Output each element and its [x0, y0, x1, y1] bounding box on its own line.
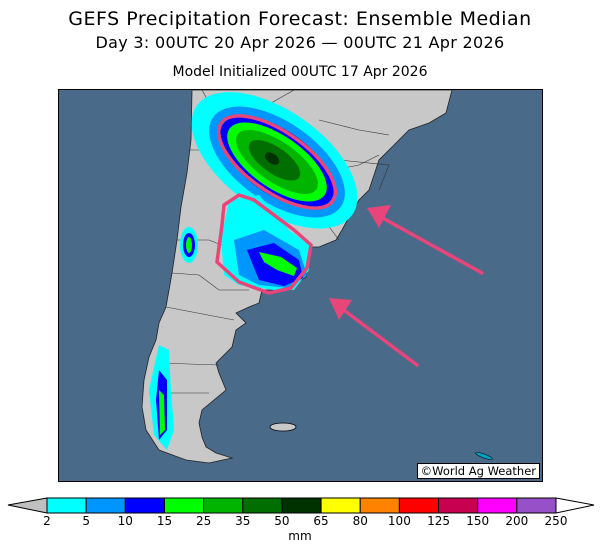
colorbar-tick-label: 2 — [43, 514, 51, 528]
colorbar-box — [46, 497, 87, 514]
colorbar-tick-label: 80 — [352, 514, 368, 528]
precipitation-map: ©World Ag Weather — [58, 89, 543, 482]
arrow-1 — [377, 214, 484, 275]
colorbar-box — [438, 497, 479, 514]
colorbar-box — [242, 497, 283, 514]
map-svg — [141, 90, 493, 464]
colorbar-tick-label: 150 — [466, 514, 490, 528]
colorbar-box — [203, 497, 244, 514]
chart-title: GEFS Precipitation Forecast: Ensemble Me… — [68, 8, 532, 30]
precip-andes — [149, 227, 198, 450]
arrow-2 — [335, 303, 419, 367]
model-init-time: Model Initialized 00UTC 17 Apr 2026 — [172, 64, 428, 80]
watermark: ©World Ag Weather — [416, 463, 540, 479]
colorbar-below-triangle — [7, 497, 48, 514]
colorbar-above-triangle — [555, 497, 595, 514]
colorbar-unit: mm — [288, 529, 312, 543]
colorbar-tick-label: 15 — [156, 514, 173, 528]
colorbar-tick-label: 125 — [427, 514, 450, 528]
colorbar-tick-label: 35 — [235, 514, 251, 528]
colorbar-box — [398, 497, 440, 514]
precip-south — [221, 195, 309, 290]
annotations — [215, 114, 484, 367]
colorbar-tick-label: 10 — [117, 514, 133, 528]
colorbar-box — [516, 497, 557, 514]
colorbar-tick-label: 250 — [544, 514, 568, 528]
colorbar-box — [281, 497, 322, 514]
colorbar-box — [85, 497, 126, 514]
annotation-outline-south — [215, 193, 313, 295]
colorbar-tick-label: 25 — [195, 514, 212, 528]
colorbar-box — [320, 497, 361, 514]
falkland-islands — [269, 422, 297, 432]
colorbar-tick-label: 50 — [274, 514, 290, 528]
arrow-1-head — [367, 205, 391, 228]
colorbar — [7, 497, 595, 514]
precip-north — [191, 92, 358, 229]
colorbar-box — [124, 497, 165, 514]
south-georgia — [475, 452, 493, 460]
colorbar-tick-label: 100 — [387, 514, 411, 528]
arrow-2-head — [329, 298, 352, 320]
colorbar-box — [359, 497, 400, 514]
annotation-ellipse-north — [216, 114, 338, 210]
colorbar-tick-label: 65 — [313, 514, 329, 528]
colorbar-box — [163, 497, 205, 514]
colorbar-tick-label: 200 — [505, 514, 529, 528]
forecast-period: Day 3: 00UTC 20 Apr 2026 — 00UTC 21 Apr … — [95, 33, 505, 52]
colorbar-tick-label: 5 — [82, 514, 90, 528]
colorbar-box — [477, 497, 518, 514]
